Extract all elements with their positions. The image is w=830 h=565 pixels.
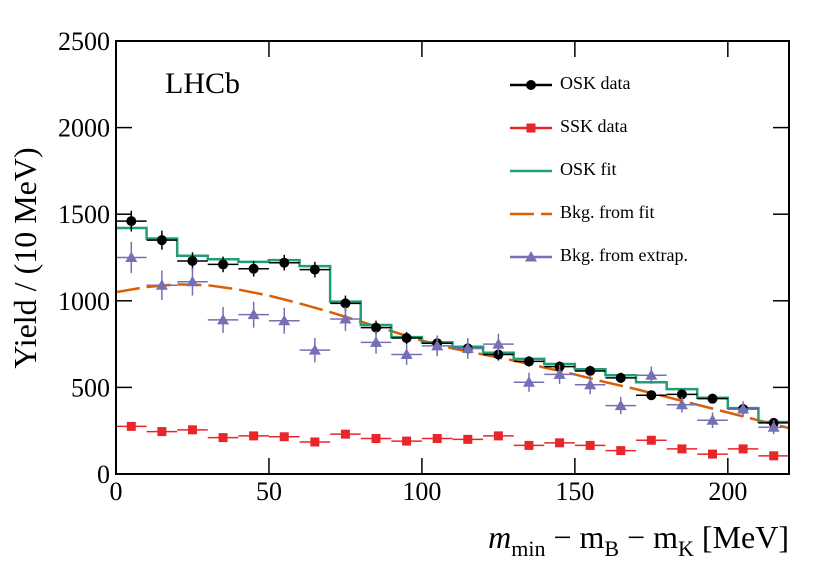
x-tick-label: 150 <box>555 477 594 506</box>
point <box>523 356 534 367</box>
point <box>737 403 750 414</box>
point <box>247 308 260 320</box>
x-label-part: m <box>488 519 511 555</box>
point <box>156 235 167 246</box>
x-label-sub: min <box>511 536 545 561</box>
point <box>402 436 412 446</box>
point <box>708 449 718 459</box>
legend-marker <box>526 123 536 133</box>
point <box>309 264 320 275</box>
point <box>340 298 351 309</box>
point <box>279 432 289 442</box>
point <box>218 433 228 443</box>
point <box>217 313 230 325</box>
point <box>155 279 168 290</box>
point <box>370 336 383 347</box>
x-label-sub: K <box>678 536 694 561</box>
point <box>218 259 229 270</box>
point <box>616 446 626 456</box>
point <box>187 255 198 266</box>
y-tick-label: 2500 <box>58 27 110 56</box>
point <box>249 431 259 441</box>
x-axis-label: mmin − mB − mK [MeV] <box>488 519 789 561</box>
y-tick-label: 500 <box>71 373 110 402</box>
fit-line <box>116 226 789 424</box>
point <box>677 444 687 454</box>
y-axis-label: Yield / (10 MeV) <box>7 147 43 368</box>
legend-label: SSK data <box>560 116 628 136</box>
x-label-part: − m <box>545 519 604 555</box>
point <box>675 398 688 410</box>
point <box>278 314 291 326</box>
point <box>125 251 138 262</box>
point <box>432 433 442 443</box>
point <box>555 438 565 448</box>
x-tick-label: 0 <box>110 477 123 506</box>
point <box>738 444 748 454</box>
annotation: LHCb <box>165 67 240 100</box>
x-label-part: − m <box>619 519 678 555</box>
point <box>310 437 320 447</box>
point <box>401 333 412 344</box>
y-tick-label: 0 <box>97 460 110 489</box>
y-tick-label: 2000 <box>58 114 110 143</box>
point <box>248 263 259 274</box>
legend-marker <box>526 80 536 90</box>
point <box>371 322 382 333</box>
point <box>279 257 290 268</box>
point <box>371 433 381 443</box>
point <box>614 399 627 411</box>
point <box>584 378 597 390</box>
point <box>186 275 199 287</box>
point <box>461 342 474 353</box>
y-tick-label: 1000 <box>58 287 110 316</box>
legend-label: OSK fit <box>560 159 617 179</box>
point <box>706 414 719 425</box>
legend-label: Bkg. from extrap. <box>560 245 688 265</box>
point <box>615 372 626 383</box>
x-tick-label: 100 <box>402 477 441 506</box>
point <box>676 389 687 400</box>
frame <box>115 40 790 475</box>
point <box>400 348 413 359</box>
point <box>553 368 566 379</box>
point <box>493 431 503 441</box>
point <box>585 365 596 376</box>
point <box>769 451 779 461</box>
point <box>126 216 137 227</box>
point <box>340 429 350 439</box>
point <box>646 435 656 445</box>
point <box>126 421 136 431</box>
point <box>431 339 444 351</box>
point <box>585 440 595 450</box>
point <box>524 440 534 450</box>
legend-label: Bkg. from fit <box>560 202 655 222</box>
x-label-part: [MeV] <box>694 519 789 555</box>
point <box>308 344 321 355</box>
point <box>339 312 352 324</box>
point <box>767 421 780 432</box>
point <box>463 434 473 444</box>
point <box>492 338 505 349</box>
point <box>157 427 167 437</box>
legend-marker <box>525 251 537 262</box>
point <box>646 390 657 401</box>
point <box>187 425 197 435</box>
x-label-sub: B <box>604 536 619 561</box>
legend-label: OSK data <box>560 73 631 93</box>
x-tick-label: 200 <box>708 477 747 506</box>
point <box>707 393 718 404</box>
background-fit-line <box>116 283 789 430</box>
plot-area <box>116 210 789 461</box>
y-tick-label: 1500 <box>58 200 110 229</box>
point <box>522 376 535 387</box>
point <box>645 369 658 380</box>
x-tick-label: 50 <box>256 477 282 506</box>
